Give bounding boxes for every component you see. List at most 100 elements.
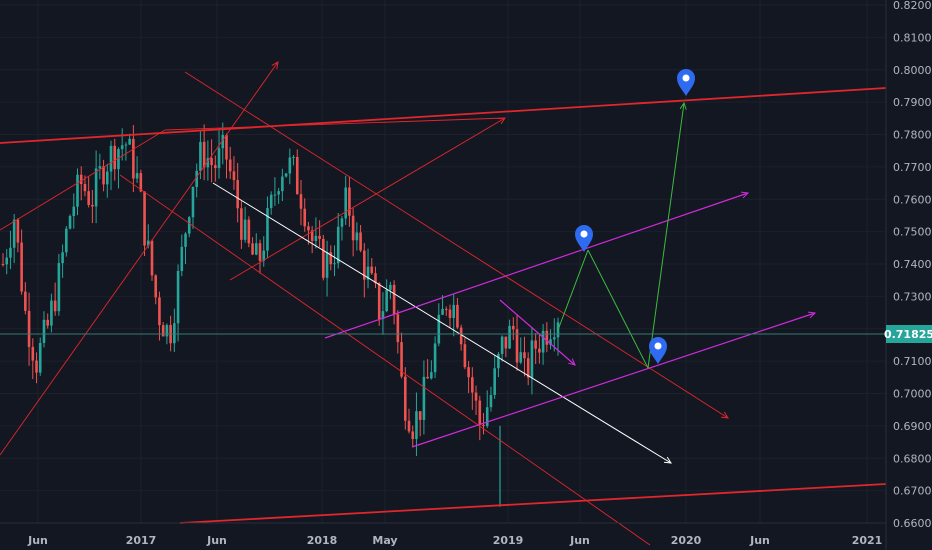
candle-body	[214, 165, 217, 169]
candle-body	[459, 327, 463, 345]
magenta-short-arrow	[499, 299, 576, 366]
candle-body	[307, 226, 310, 231]
candle-body	[541, 330, 545, 353]
candle-body	[396, 314, 400, 343]
candle-body	[158, 297, 161, 326]
candle-body	[109, 145, 113, 172]
candle-body	[489, 394, 493, 408]
magenta-arrow	[807, 311, 817, 319]
candle-body	[370, 266, 374, 274]
candle-body	[76, 174, 79, 207]
candle-body	[61, 252, 64, 264]
candle-body	[273, 194, 277, 196]
candle-body	[426, 376, 429, 379]
candle-body	[437, 314, 441, 344]
candle-body	[146, 240, 150, 246]
candle-body	[124, 144, 128, 146]
candle-body	[262, 250, 266, 261]
candle-body	[42, 319, 46, 343]
candle-body	[210, 158, 213, 166]
green-arrow	[679, 101, 687, 110]
candle-body	[199, 141, 202, 171]
candle-body	[366, 266, 370, 280]
candle-body	[430, 372, 433, 379]
red-rising-line-2	[229, 117, 506, 281]
candle-body	[441, 308, 444, 315]
candle-body	[117, 149, 120, 170]
candle-body	[493, 368, 496, 395]
magenta-upper-line	[324, 192, 749, 339]
x-tick-label: Jun	[569, 534, 590, 547]
upper-red-trendline	[0, 87, 887, 144]
candle-body	[310, 230, 314, 241]
candle-body	[526, 358, 530, 378]
candle-body	[482, 424, 485, 427]
candle-body	[407, 420, 411, 432]
candle-body	[523, 352, 526, 359]
candle-body	[348, 187, 351, 216]
candle-body	[20, 242, 23, 292]
x-tick-label: 2020	[671, 534, 702, 547]
candle-body	[132, 138, 135, 179]
red-falling-line-upper	[184, 71, 729, 419]
candle-body	[374, 273, 377, 284]
candle-body	[534, 340, 537, 349]
candle-body	[9, 247, 12, 258]
candle-body	[497, 354, 500, 369]
pin-shape	[677, 69, 695, 96]
candle-body	[340, 218, 344, 227]
candles	[1, 122, 560, 507]
candle-body	[269, 194, 273, 209]
pin-hole	[654, 342, 662, 350]
candle-body	[91, 204, 94, 207]
candle-body	[471, 377, 474, 393]
badge-label: 0.71825	[884, 328, 932, 341]
candle-body	[318, 235, 321, 239]
magenta-arrow	[568, 358, 576, 366]
x-tick-label: Jun	[27, 534, 48, 547]
candle-body	[180, 246, 184, 271]
candle-body	[139, 173, 143, 192]
candle-body	[277, 191, 280, 195]
candle-body	[284, 173, 288, 177]
candle-body	[351, 215, 355, 241]
candle-body	[184, 233, 187, 247]
candle-body	[243, 219, 247, 240]
green-path-2	[587, 249, 649, 369]
candle-body	[154, 275, 158, 298]
x-tick-label: May	[372, 534, 397, 547]
location-pin-icon	[677, 69, 695, 96]
candle-body	[135, 173, 139, 179]
candle-body	[549, 339, 552, 345]
candle-body	[363, 250, 366, 280]
candle-body	[385, 289, 388, 312]
candle-body	[24, 291, 27, 311]
candle-body	[68, 216, 72, 229]
candle-body	[530, 340, 534, 378]
candle-body	[53, 300, 57, 312]
candle-body	[206, 158, 210, 168]
candle-body	[217, 148, 221, 169]
red-rising-line-1	[0, 61, 279, 456]
candle-body	[467, 367, 470, 378]
y-axis-background	[886, 0, 932, 550]
candle-body	[500, 336, 504, 355]
candle-body	[102, 166, 105, 185]
x-axis[interactable]: Jun 2017 Jun 2018 May 2019 Jun 2020 Jun 2021	[27, 534, 882, 547]
candle-body	[515, 329, 519, 363]
candle-body	[202, 141, 206, 168]
candle-body	[50, 300, 53, 326]
candle-body	[27, 310, 31, 347]
candle-body	[314, 235, 318, 241]
candle-body	[355, 232, 359, 241]
